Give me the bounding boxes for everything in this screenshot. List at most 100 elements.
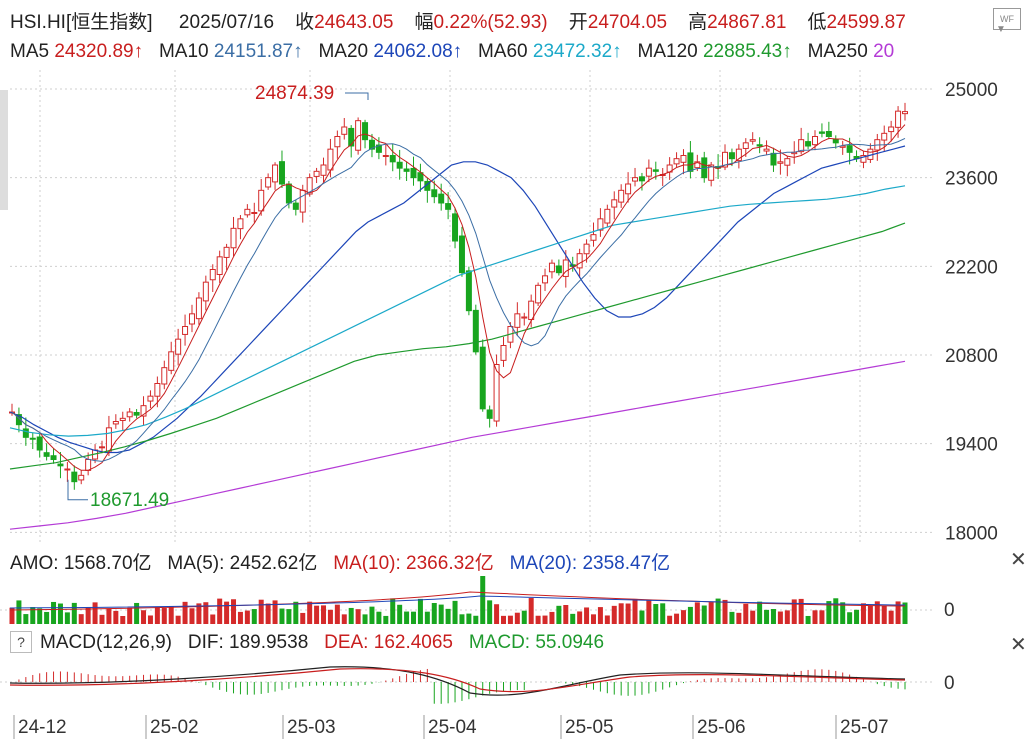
candle-body — [805, 141, 812, 147]
volume-bar — [293, 601, 299, 624]
volume-bar — [99, 614, 105, 624]
chevron-down-icon[interactable]: ▼ — [996, 24, 1006, 35]
candle-body — [777, 161, 784, 164]
candle-body — [182, 326, 189, 335]
candle-body — [479, 346, 486, 410]
volume-chart[interactable]: 0 — [0, 572, 1027, 627]
candlestick-chart[interactable]: 25000 23600 22200 20800 19400 18000 24874.39 18… — [0, 70, 1027, 545]
volume-bar — [78, 614, 84, 624]
left-edge-tab[interactable] — [0, 90, 8, 210]
candle-body — [458, 235, 465, 274]
candle-body — [812, 136, 819, 146]
candle-body — [98, 446, 105, 449]
candle-body — [36, 436, 43, 451]
volume-bar — [625, 603, 631, 624]
candle-body — [133, 412, 140, 416]
candle-body — [673, 158, 680, 165]
volume-bar — [736, 612, 742, 624]
close-icon[interactable]: ✕ — [1010, 634, 1027, 656]
volume-bar — [473, 615, 479, 624]
volume-bar — [251, 609, 257, 624]
volume-bar — [466, 613, 472, 624]
candle-body — [708, 164, 715, 181]
ma-line-ma5 — [11, 124, 906, 471]
volume-bar — [604, 615, 610, 624]
volume-bar — [217, 598, 223, 624]
candle-body — [85, 459, 92, 471]
macd-chart[interactable]: 0 24-12 25-02 25-03 25-04 25-05 25-06 25-07 — [0, 655, 1027, 739]
ma10-value: 24151.87↑ — [213, 41, 303, 62]
volume-bar — [888, 610, 894, 624]
amo-value: 1568.70亿 — [63, 553, 152, 574]
high-marker-line — [345, 92, 369, 100]
close-icon[interactable]: ✕ — [1010, 549, 1027, 571]
candle-body — [770, 152, 777, 166]
dea-line — [9, 668, 906, 693]
volume-bar — [611, 605, 617, 624]
low-marker-label: 18671.49 — [90, 490, 169, 511]
volume-bar — [404, 611, 410, 624]
candle-body — [251, 212, 258, 214]
candle-body — [168, 351, 175, 371]
candle-body — [611, 199, 618, 208]
volume-bar — [549, 611, 555, 624]
candle-body — [348, 127, 355, 147]
volume-bar — [667, 615, 673, 624]
candle-body — [528, 300, 535, 321]
volume-bar — [881, 605, 887, 624]
vol-ma10-value: 2366.32亿 — [406, 553, 494, 574]
candle-body — [126, 411, 133, 418]
wf-badge[interactable]: WF — [993, 8, 1021, 30]
volume-bar — [521, 610, 527, 624]
volume-bar — [127, 607, 133, 624]
volume-ma-line — [9, 595, 906, 609]
candle-body — [285, 183, 292, 204]
candle-body — [244, 208, 251, 216]
volume-bar — [237, 611, 243, 624]
candle-body — [382, 155, 389, 157]
y-tick-label: 25000 — [945, 80, 998, 101]
macd-legend: MACD(12,26,9) DIF: 189.9538 DEA: 162.406… — [40, 632, 604, 654]
macd-hist-value: 55.0946 — [535, 632, 605, 653]
date-label: 2025/07/16 — [178, 12, 275, 33]
candle-body — [722, 151, 729, 168]
candle-body — [29, 437, 36, 440]
candle-body — [209, 269, 216, 281]
ma60-label: MA60 — [477, 41, 528, 62]
candle-body — [50, 455, 57, 460]
macd-y-tick: 0 — [944, 673, 955, 694]
candle-body — [202, 281, 209, 302]
volume-bar — [764, 609, 770, 624]
volume-bar — [729, 611, 735, 624]
candle-body — [521, 316, 528, 319]
volume-bar — [376, 611, 382, 624]
candle-body — [71, 471, 78, 483]
volume-bar — [113, 610, 119, 624]
candle-body — [846, 145, 853, 153]
candle-body — [895, 110, 902, 128]
symbol-label[interactable]: HSI.HI[恒生指数] — [10, 12, 153, 33]
candle-body — [486, 409, 493, 419]
candle-body — [542, 275, 549, 284]
x-tick-label: 25-05 — [565, 717, 614, 738]
volume-bar — [805, 615, 811, 624]
x-tick-label: 25-03 — [287, 717, 336, 738]
help-icon[interactable]: ? — [10, 631, 32, 653]
volume-bar — [590, 614, 596, 624]
volume-bar — [784, 610, 790, 624]
ma250-value: 20 — [873, 41, 895, 62]
volume-bar — [694, 602, 700, 624]
candle-body — [818, 131, 825, 134]
close-value: 24643.05 — [314, 12, 394, 33]
candle-body — [597, 218, 604, 231]
volume-bar — [286, 609, 292, 624]
ma5-label: MA5 — [10, 41, 50, 62]
candle-body — [832, 138, 839, 144]
amo-label: AMO: — [10, 553, 59, 574]
candle-body — [64, 468, 71, 471]
candle-body — [632, 177, 639, 182]
volume-bar — [182, 601, 188, 624]
volume-bar — [674, 613, 680, 624]
candle-body — [258, 189, 265, 212]
